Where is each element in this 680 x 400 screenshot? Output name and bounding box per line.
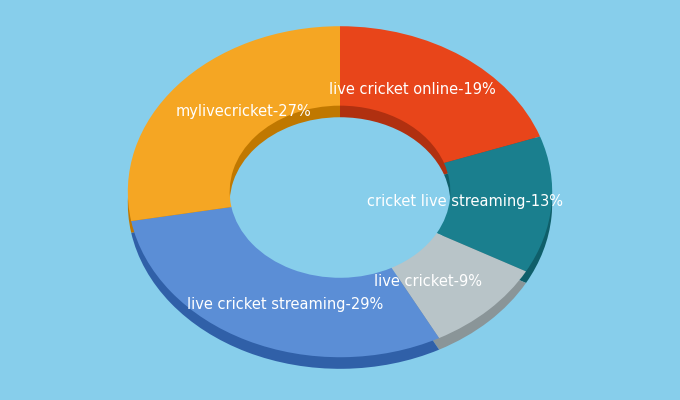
Wedge shape (128, 38, 340, 233)
Wedge shape (340, 26, 540, 163)
Text: live cricket online-19%: live cricket online-19% (329, 82, 496, 96)
Text: mylivecricket-27%: mylivecricket-27% (175, 104, 311, 118)
Text: cricket live streaming-13%: cricket live streaming-13% (367, 194, 563, 209)
Text: live cricket-9%: live cricket-9% (374, 274, 482, 289)
Wedge shape (131, 207, 439, 357)
Wedge shape (392, 245, 526, 350)
Wedge shape (128, 26, 340, 221)
Wedge shape (340, 38, 540, 175)
Wedge shape (392, 233, 526, 338)
Wedge shape (437, 136, 552, 271)
Text: live cricket streaming-29%: live cricket streaming-29% (187, 297, 383, 312)
Wedge shape (437, 148, 552, 283)
Wedge shape (131, 218, 439, 369)
